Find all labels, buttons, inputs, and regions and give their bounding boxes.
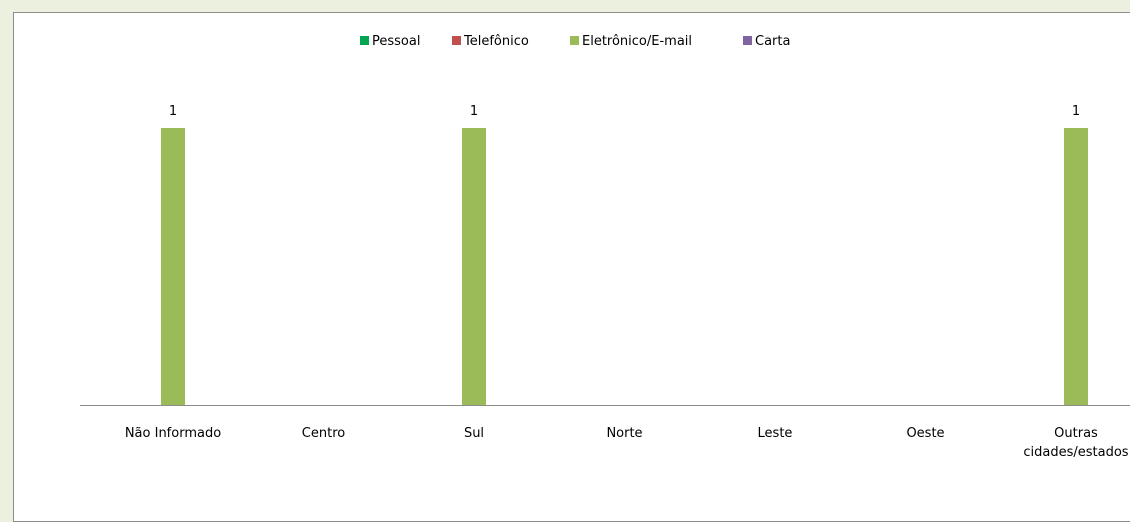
- bar-eletr-nico-e-mail-0: [161, 128, 185, 405]
- data-label: 1: [470, 104, 478, 119]
- chart-area: [13, 12, 1130, 522]
- x-tick-label: Oeste: [906, 426, 944, 441]
- data-label: 1: [1072, 104, 1080, 119]
- data-label: 1: [169, 104, 177, 119]
- x-tick-label: Sul: [464, 426, 484, 441]
- legend-label: Pessoal: [372, 34, 420, 49]
- x-tick-label: Não Informado: [125, 426, 221, 441]
- x-tick-label: Centro: [302, 426, 345, 441]
- x-tick-label: Norte: [606, 426, 642, 441]
- legend-label: Carta: [755, 34, 790, 49]
- data-labels: 1 1 1: [169, 104, 1080, 119]
- x-tick-label: Leste: [758, 426, 793, 441]
- x-tick-label: cidades/estados: [1023, 445, 1128, 460]
- bar-eletr-nico-e-mail-2: [462, 128, 486, 405]
- legend-swatch-pessoal: [360, 36, 369, 45]
- legend-swatch-telef-nico: [452, 36, 461, 45]
- bar-eletr-nico-e-mail-6: [1064, 128, 1088, 405]
- legend: Pessoal Telefônico Eletrônico/E-mail Carta: [360, 34, 790, 49]
- x-tick-label: Outras: [1054, 426, 1098, 441]
- bars: [161, 128, 1088, 405]
- legend-label: Eletrônico/E-mail: [582, 34, 692, 49]
- legend-swatch-eletr-nico-e-mail: [570, 36, 579, 45]
- legend-swatch-carta: [743, 36, 752, 45]
- x-axis-tick-labels: Não Informado Centro Sul Norte Leste Oeste Out…: [125, 426, 1129, 460]
- bar-chart: Pessoal Telefônico Eletrônico/E-mail Carta …: [80, 34, 1130, 460]
- legend-label: Telefônico: [463, 34, 529, 49]
